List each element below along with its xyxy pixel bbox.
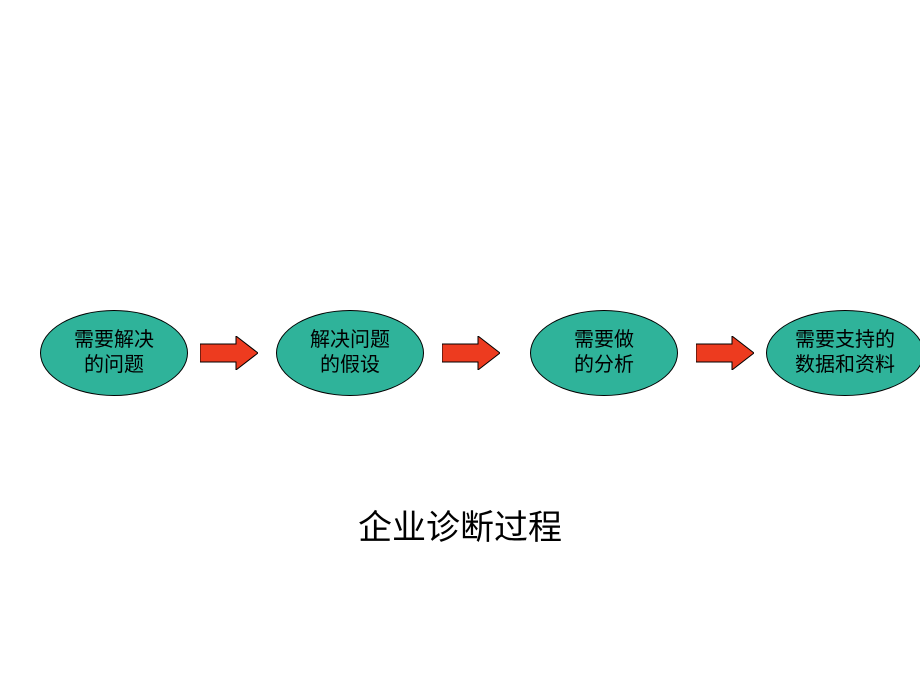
node-text-line2: 的分析 — [574, 353, 634, 378]
node-text-line1: 需要支持的 — [795, 328, 895, 353]
flow-node-data: 需要支持的 数据和资料 — [766, 310, 920, 396]
node-text-line2: 的假设 — [320, 353, 380, 378]
arrow-1 — [200, 336, 258, 370]
node-text-line2: 数据和资料 — [795, 353, 895, 378]
node-text-line2: 的问题 — [84, 353, 144, 378]
node-text-line1: 需要解决 — [74, 328, 154, 353]
flow-node-analysis: 需要做 的分析 — [530, 310, 678, 396]
arrow-2 — [442, 336, 500, 370]
flow-node-hypothesis: 解决问题 的假设 — [276, 310, 424, 396]
flow-node-problem: 需要解决 的问题 — [40, 310, 188, 396]
node-text-line1: 需要做 — [574, 328, 634, 353]
diagram-title: 企业诊断过程 — [0, 500, 920, 549]
flowchart-container: 需要解决 的问题 解决问题 的假设 需要做 的分析 需要支持的 数据和资料 — [40, 310, 900, 396]
arrow-3 — [696, 336, 754, 370]
node-text-line1: 解决问题 — [310, 328, 390, 353]
